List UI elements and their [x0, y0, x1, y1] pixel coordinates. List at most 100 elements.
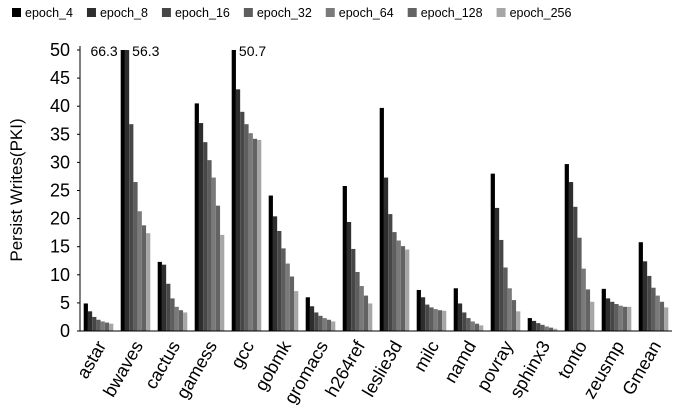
bar — [622, 306, 628, 331]
bar — [605, 298, 611, 331]
bar — [590, 301, 595, 331]
bar — [499, 239, 504, 331]
y-tick-label: 0 — [60, 321, 70, 341]
bar — [346, 221, 352, 331]
bar — [96, 319, 101, 331]
bar — [294, 291, 299, 331]
legend-swatch — [243, 8, 253, 17]
bar — [104, 322, 110, 331]
legend-label: epoch_8 — [100, 6, 148, 20]
bar — [564, 164, 569, 331]
x-tick-label: namd — [440, 337, 480, 386]
bar — [368, 303, 373, 331]
bar — [420, 297, 426, 331]
bar — [437, 310, 443, 331]
bar — [322, 318, 327, 331]
bar — [442, 310, 447, 331]
legend-swatch — [325, 8, 335, 17]
bar — [281, 248, 286, 331]
bar — [146, 233, 151, 331]
bar — [388, 214, 393, 331]
bar — [211, 177, 216, 331]
bar — [285, 263, 290, 331]
bar — [124, 50, 130, 332]
y-axis-label: Persist Writes(PKI) — [7, 118, 26, 261]
bar — [289, 276, 295, 331]
x-tick-label: astar — [73, 337, 110, 382]
y-tick-label: 15 — [50, 237, 70, 257]
bar — [425, 304, 430, 331]
bar — [531, 320, 537, 331]
bar — [157, 261, 162, 331]
bar — [507, 288, 512, 331]
y-tick-label: 40 — [50, 96, 70, 116]
bar — [503, 267, 508, 331]
bar — [220, 234, 225, 331]
value-label: 66.3 — [90, 43, 117, 59]
bar — [651, 287, 656, 331]
bars — [83, 50, 669, 332]
legend-swatch — [496, 8, 506, 17]
bar — [664, 307, 669, 331]
legend-swatch — [12, 8, 21, 17]
bar — [314, 312, 319, 331]
bar — [272, 216, 278, 331]
y-tick-label: 35 — [50, 124, 70, 144]
bar — [120, 50, 125, 331]
bar — [511, 300, 517, 331]
bar — [655, 295, 660, 331]
bar — [647, 275, 652, 331]
bar — [383, 177, 389, 331]
y-tick-label: 50 — [50, 40, 70, 60]
bar — [536, 323, 541, 331]
bar — [277, 230, 282, 331]
y-tick-label: 10 — [50, 265, 70, 285]
bar — [462, 312, 467, 331]
legend-label: epoch_128 — [421, 6, 483, 20]
bar — [248, 133, 253, 331]
y-tick-label: 30 — [50, 152, 70, 172]
bar — [614, 304, 619, 331]
bar — [494, 207, 500, 331]
legend-label: epoch_4 — [25, 6, 73, 20]
y-tick-label: 20 — [50, 209, 70, 229]
legend-swatch — [86, 8, 96, 17]
y-tick-label: 25 — [50, 181, 70, 201]
bar — [470, 321, 475, 331]
x-tick-label: gcc — [227, 337, 258, 371]
bar — [268, 195, 273, 331]
bar — [355, 271, 360, 331]
bar — [198, 123, 204, 331]
bar — [540, 324, 545, 331]
bar — [178, 310, 184, 331]
bar — [618, 305, 623, 331]
x-tick-label: tonto — [554, 337, 591, 382]
bar — [244, 124, 249, 332]
bar — [240, 111, 245, 331]
bar — [194, 103, 199, 331]
bar — [133, 182, 138, 331]
bar — [577, 237, 582, 331]
y-tick-label: 5 — [60, 293, 70, 313]
bar — [141, 225, 147, 331]
bar — [309, 306, 315, 331]
bar — [601, 288, 606, 331]
legend-swatch — [407, 8, 417, 17]
bar — [516, 311, 521, 331]
bar — [129, 124, 134, 332]
legend-label: epoch_64 — [339, 6, 394, 20]
bar — [544, 326, 549, 331]
bar — [87, 311, 93, 331]
legend-swatch — [161, 8, 171, 17]
bar — [479, 325, 484, 331]
bar — [359, 286, 364, 331]
bar — [474, 323, 480, 331]
bar — [252, 138, 258, 331]
bar — [326, 319, 332, 331]
bar — [610, 301, 615, 331]
x-tick-label: milc — [410, 337, 443, 375]
bar — [573, 206, 578, 331]
bar — [638, 242, 643, 331]
bar — [585, 289, 591, 331]
bar — [331, 321, 336, 331]
